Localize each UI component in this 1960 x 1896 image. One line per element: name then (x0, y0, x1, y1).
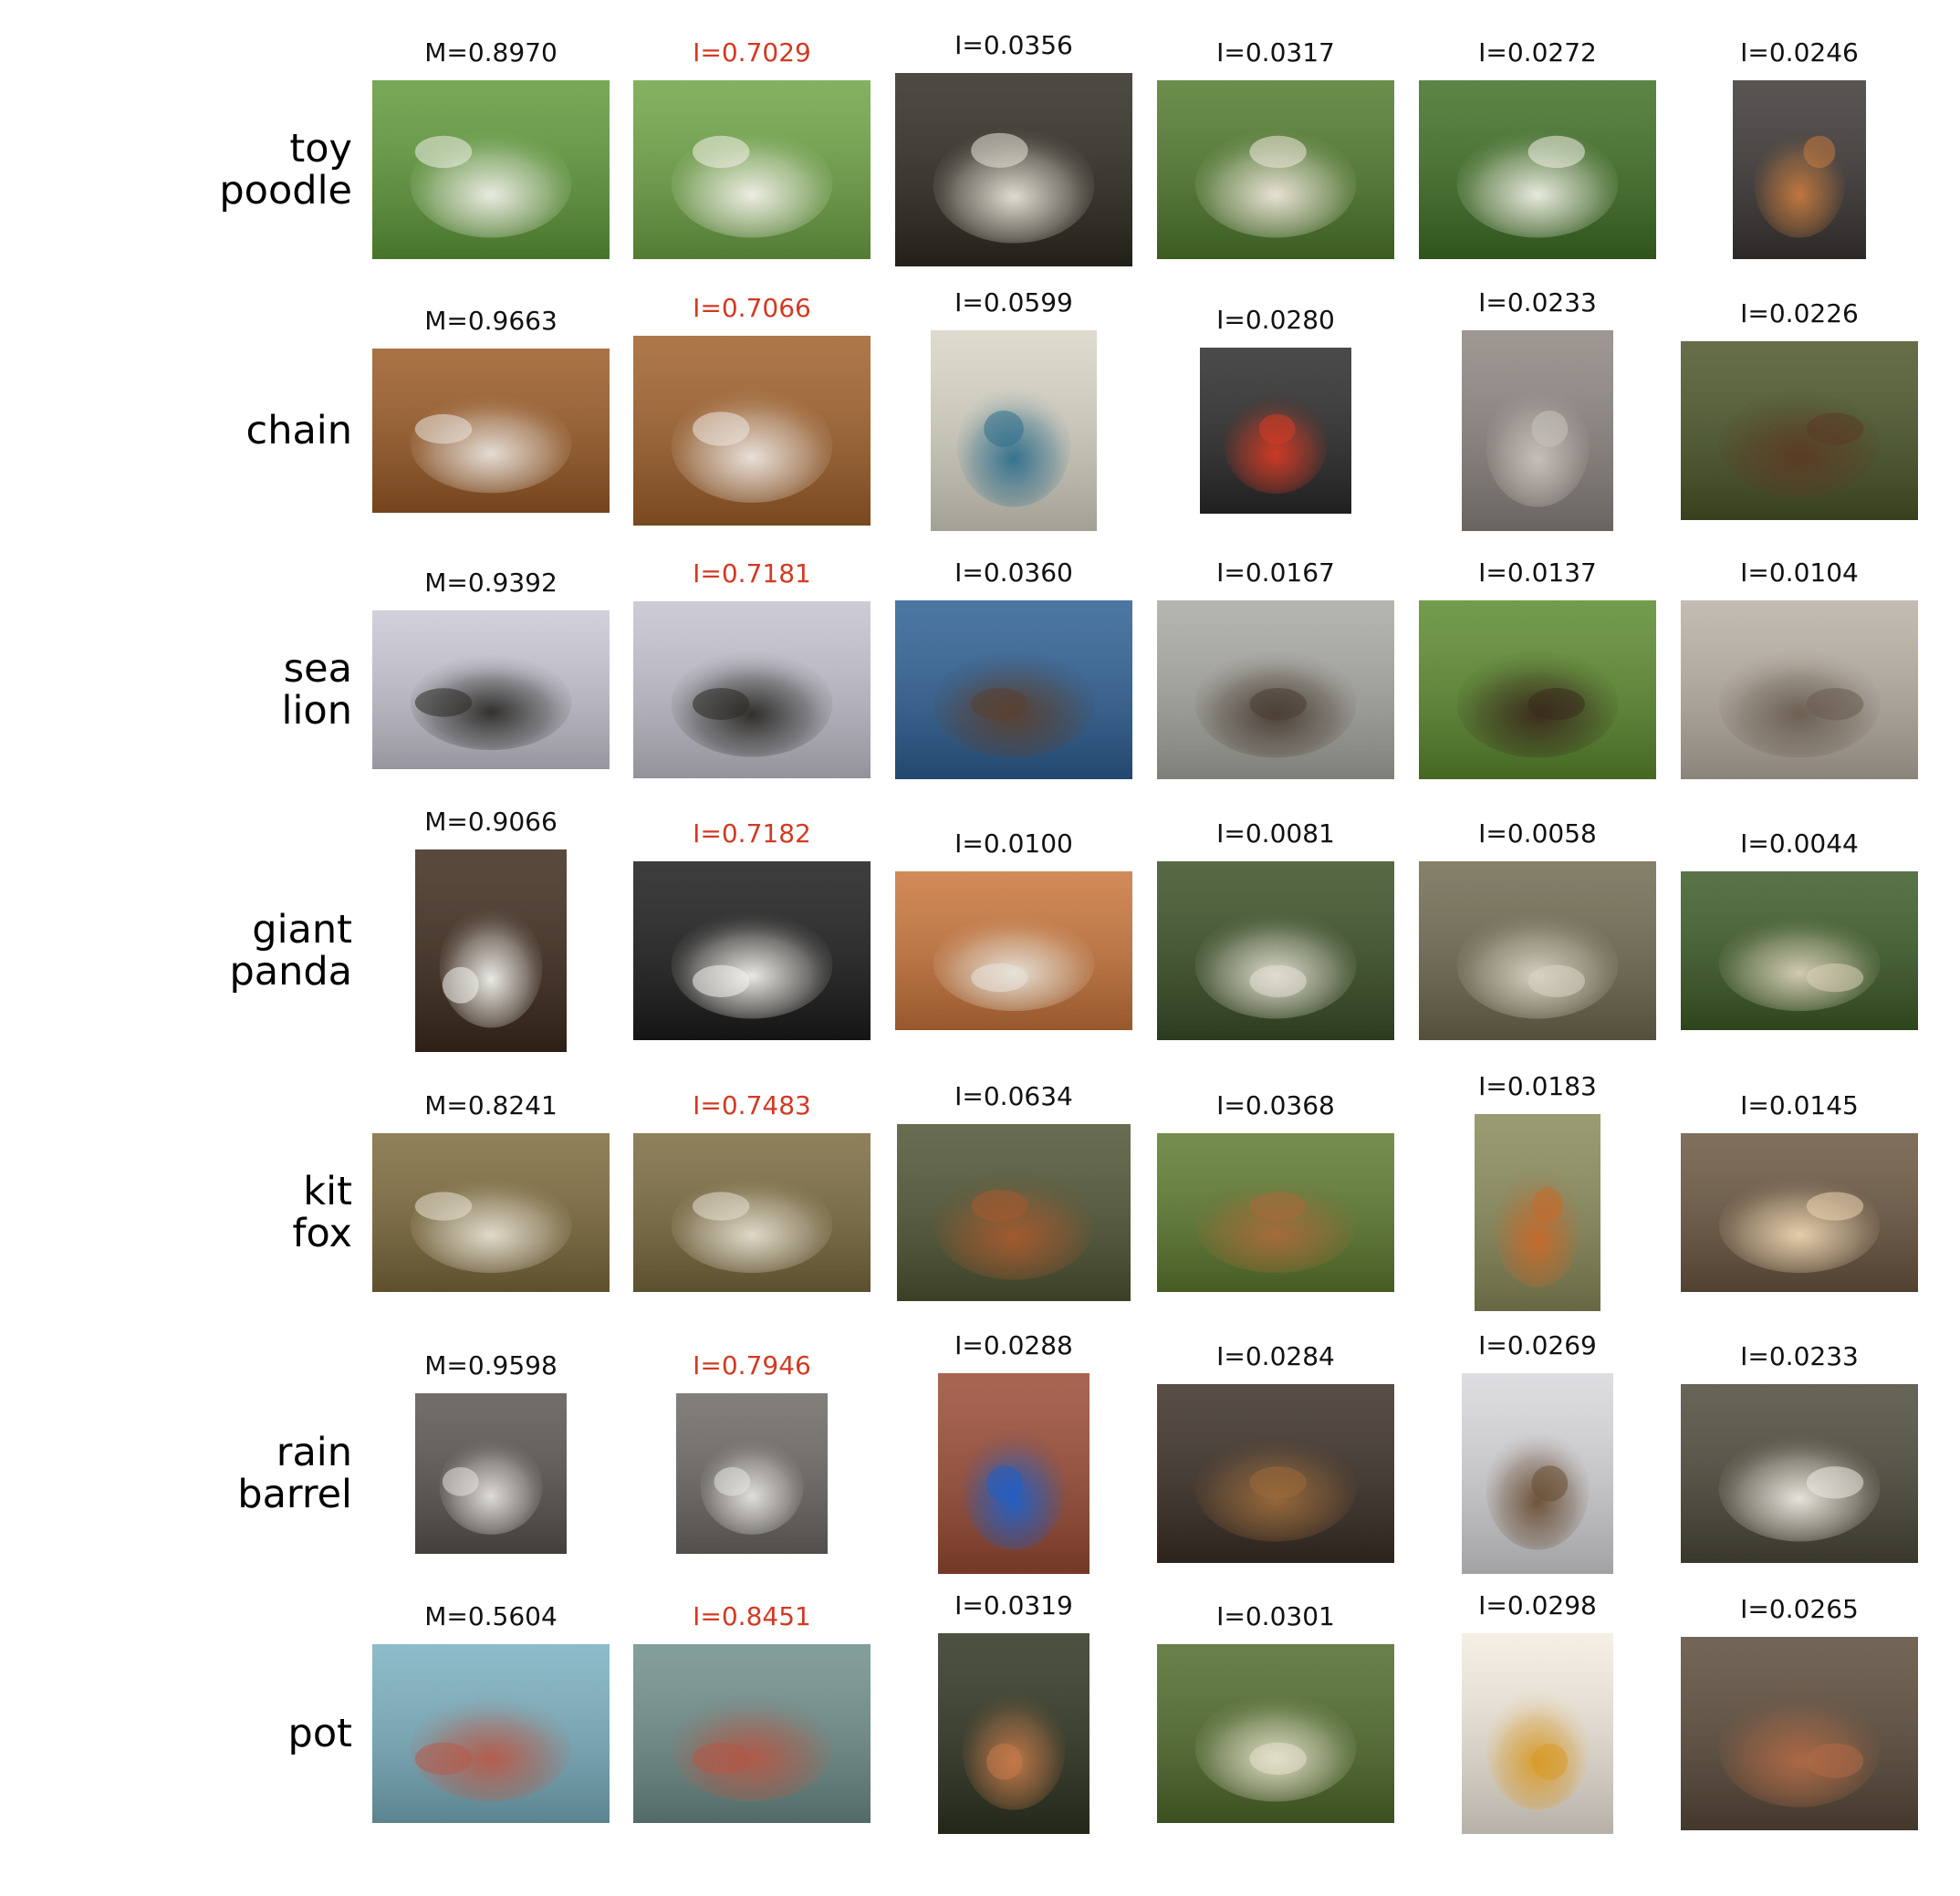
score-label-i: I=0.0368 (1216, 1090, 1335, 1120)
example-image (1157, 1644, 1394, 1823)
row-label: giant panda (229, 907, 352, 995)
example-image (1157, 861, 1394, 1040)
score-label-i: I=0.0356 (954, 30, 1073, 60)
score-label-i: I=0.0599 (954, 287, 1073, 318)
score-label-i: I=0.0284 (1216, 1341, 1335, 1371)
example-image (633, 80, 871, 259)
score-label-i: I=0.0280 (1216, 305, 1335, 335)
score-label-i: I=0.7483 (693, 1090, 811, 1120)
example-image (415, 1393, 567, 1554)
example-image (1157, 1384, 1394, 1563)
score-label-i: I=0.0634 (954, 1081, 1073, 1111)
example-image (1681, 1637, 1918, 1830)
score-label-m: M=0.8970 (424, 37, 558, 68)
score-label-i: I=0.7182 (693, 818, 811, 849)
score-label-m: M=0.9663 (424, 306, 558, 336)
row-label: sea lion (281, 646, 352, 734)
row-label: toy poodle (219, 126, 352, 214)
score-label-m: M=0.5604 (424, 1601, 558, 1631)
score-label-i: I=0.7181 (693, 558, 811, 589)
score-label-i: I=0.0319 (954, 1590, 1073, 1620)
example-image (372, 349, 610, 513)
score-label-i: I=0.7946 (693, 1350, 811, 1380)
score-label-i: I=0.0298 (1478, 1590, 1597, 1620)
score-label-i: I=0.0145 (1740, 1090, 1859, 1120)
example-image (1419, 600, 1656, 779)
example-image (895, 871, 1132, 1030)
example-image (938, 1373, 1089, 1574)
example-image (897, 1124, 1131, 1301)
example-image (1419, 80, 1656, 259)
example-image (633, 861, 871, 1040)
score-label-i: I=0.0301 (1216, 1601, 1335, 1631)
score-label-i: I=0.0044 (1740, 828, 1859, 859)
example-image (676, 1393, 828, 1554)
score-label-i: I=0.0233 (1478, 287, 1597, 318)
score-label-m: M=0.9066 (424, 807, 558, 837)
score-label-i: I=0.0265 (1740, 1594, 1859, 1624)
example-image (1462, 1633, 1613, 1834)
example-image (1462, 330, 1613, 531)
score-label-i: I=0.0233 (1740, 1341, 1859, 1371)
example-image (633, 601, 871, 778)
example-image (931, 330, 1097, 531)
example-image (1733, 80, 1866, 259)
example-image (1681, 600, 1918, 779)
example-image (938, 1633, 1089, 1834)
example-image (372, 1133, 610, 1292)
example-image (1200, 348, 1351, 514)
score-label-i: I=0.0081 (1216, 818, 1335, 849)
example-image (1462, 1373, 1613, 1574)
row-label: chain (245, 408, 352, 453)
example-image (372, 80, 610, 259)
example-image (1681, 1133, 1918, 1292)
score-label-i: I=0.0226 (1740, 298, 1859, 328)
example-image (1157, 1133, 1394, 1292)
row-label: pot (287, 1711, 352, 1756)
score-label-m: M=0.8241 (424, 1090, 558, 1120)
example-image (895, 600, 1132, 779)
example-image (633, 1133, 871, 1292)
score-label-i: I=0.0167 (1216, 557, 1335, 588)
example-image (633, 1644, 871, 1823)
score-label-i: I=0.7029 (693, 37, 811, 68)
score-label-i: I=0.0137 (1478, 557, 1597, 588)
score-label-i: I=0.0288 (954, 1330, 1073, 1360)
score-label-m: M=0.9392 (424, 568, 558, 598)
example-image (1157, 600, 1394, 779)
example-image (1681, 1384, 1918, 1563)
example-image (1157, 80, 1394, 259)
score-label-i: I=0.7066 (693, 293, 811, 323)
example-image (895, 73, 1132, 266)
row-label: rain barrel (237, 1430, 352, 1517)
score-label-i: I=0.0269 (1478, 1330, 1597, 1360)
example-image (1681, 871, 1918, 1030)
score-label-i: I=0.0183 (1478, 1071, 1597, 1101)
score-label-i: I=0.0058 (1478, 818, 1597, 849)
example-image (372, 610, 610, 769)
example-image (415, 849, 567, 1052)
row-label: kit fox (292, 1169, 352, 1256)
score-label-i: I=0.0246 (1740, 37, 1859, 68)
example-image (1419, 861, 1656, 1040)
score-label-i: I=0.0272 (1478, 37, 1597, 68)
score-label-m: M=0.9598 (424, 1350, 558, 1380)
score-label-i: I=0.8451 (693, 1601, 811, 1631)
example-image (372, 1644, 610, 1823)
example-image (633, 336, 871, 526)
score-label-i: I=0.0360 (954, 557, 1073, 588)
score-label-i: I=0.0100 (954, 828, 1073, 859)
example-image (1681, 341, 1918, 520)
score-label-i: I=0.0317 (1216, 37, 1335, 68)
score-label-i: I=0.0104 (1740, 557, 1859, 588)
example-image (1475, 1114, 1600, 1311)
